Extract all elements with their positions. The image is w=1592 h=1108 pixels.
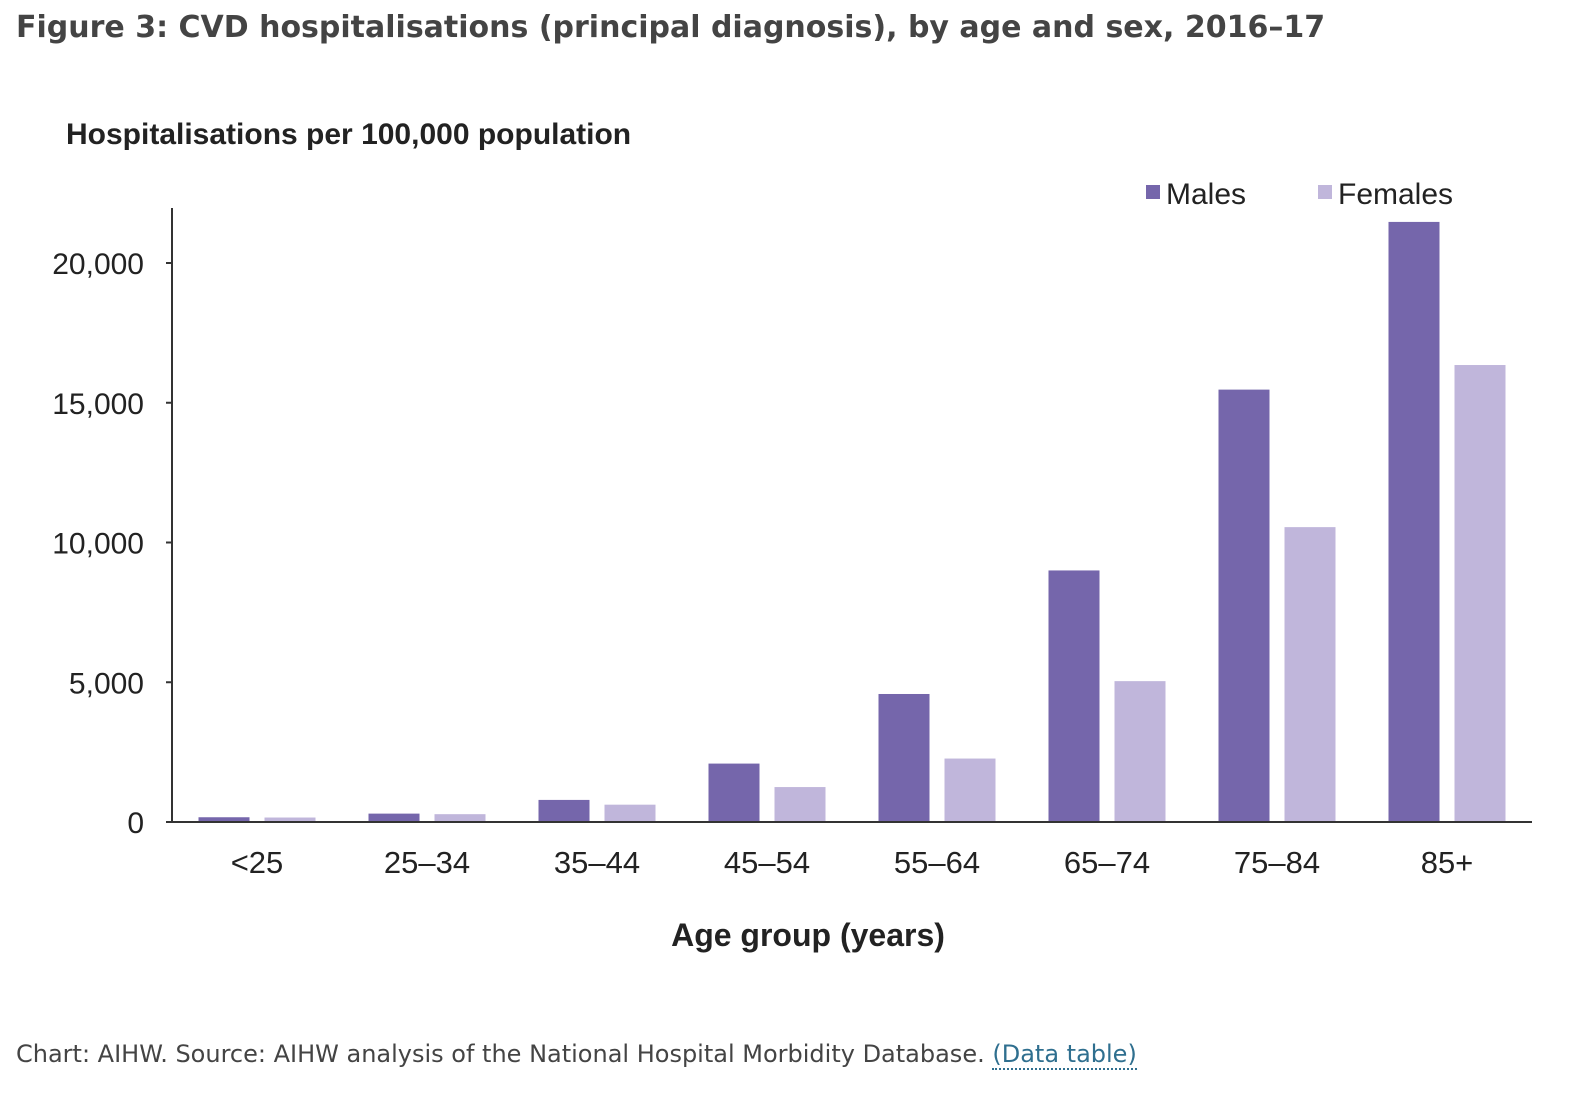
y-tick-label: 0 bbox=[127, 807, 144, 840]
chart-legend: Males Females bbox=[1146, 178, 1453, 211]
y-axis-label: Hospitalisations per 100,000 population bbox=[66, 118, 631, 151]
bar-females-3 bbox=[774, 787, 826, 822]
bar-males-3 bbox=[708, 763, 760, 822]
x-axis-label: Age group (years) bbox=[671, 917, 945, 953]
bar-males-6 bbox=[1218, 389, 1270, 822]
x-tick-label: 25–34 bbox=[384, 845, 470, 880]
y-axis: 0 5,000 10,000 15,000 20,000 bbox=[52, 208, 173, 840]
x-tick-label: 75–84 bbox=[1234, 845, 1320, 880]
y-tick-label: 20,000 bbox=[52, 248, 144, 281]
figure-title: Figure 3: CVD hospitalisations (principa… bbox=[16, 10, 1326, 45]
x-axis: <25 25–34 35–44 45–54 55–64 65–74 75–84 85+ bbox=[172, 821, 1532, 880]
bar-males-1 bbox=[368, 813, 420, 822]
bar-males-2 bbox=[538, 799, 590, 822]
bar-females-7 bbox=[1454, 365, 1506, 822]
legend-swatch-males bbox=[1146, 185, 1160, 199]
y-tick-label: 10,000 bbox=[52, 528, 144, 561]
x-tick-label: 35–44 bbox=[554, 845, 640, 880]
x-tick-label: 85+ bbox=[1421, 845, 1474, 880]
bar-males-0 bbox=[198, 817, 250, 822]
x-tick-label: 45–54 bbox=[724, 845, 810, 880]
x-tick-label: 65–74 bbox=[1064, 845, 1150, 880]
bar-females-6 bbox=[1284, 527, 1336, 822]
legend-label-males: Males bbox=[1166, 178, 1246, 211]
y-tick-label: 15,000 bbox=[52, 388, 144, 421]
x-tick-label: 55–64 bbox=[894, 845, 980, 880]
data-table-link[interactable]: (Data table) bbox=[992, 1040, 1137, 1070]
source-note: Chart: AIHW. Source: AIHW analysis of th… bbox=[16, 1040, 985, 1068]
legend-label-females: Females bbox=[1338, 178, 1453, 211]
bar-females-5 bbox=[1114, 681, 1166, 822]
bar-males-7 bbox=[1388, 221, 1440, 822]
bars-group bbox=[198, 221, 1506, 822]
y-tick-label: 5,000 bbox=[69, 667, 144, 700]
bar-females-2 bbox=[604, 804, 656, 822]
x-tick-label: <25 bbox=[231, 845, 284, 880]
bar-females-0 bbox=[264, 817, 316, 822]
bar-chart: Hospitalisations per 100,000 population … bbox=[52, 118, 1532, 953]
bar-females-4 bbox=[944, 758, 996, 822]
chart-footer: Chart: AIHW. Source: AIHW analysis of th… bbox=[16, 1040, 1137, 1070]
bar-males-5 bbox=[1048, 570, 1100, 822]
bar-males-4 bbox=[878, 693, 930, 822]
legend-swatch-females bbox=[1318, 185, 1332, 199]
bar-females-1 bbox=[434, 814, 486, 822]
